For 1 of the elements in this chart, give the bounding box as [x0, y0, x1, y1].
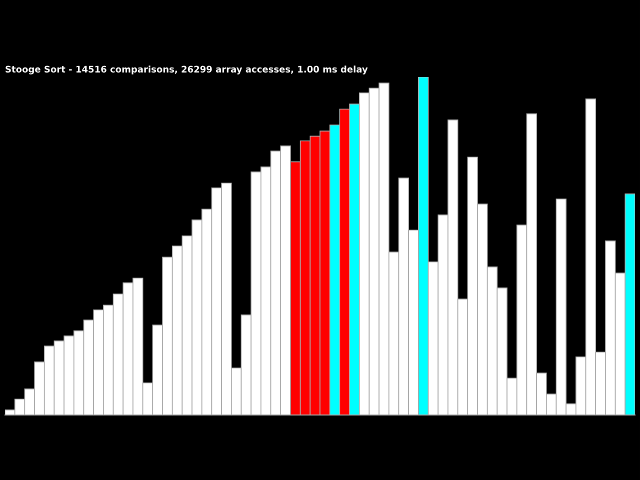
chart-title: Stooge Sort - 14516 comparisons, 26299 array accesses, 1.00 ms delay [6, 66, 368, 74]
